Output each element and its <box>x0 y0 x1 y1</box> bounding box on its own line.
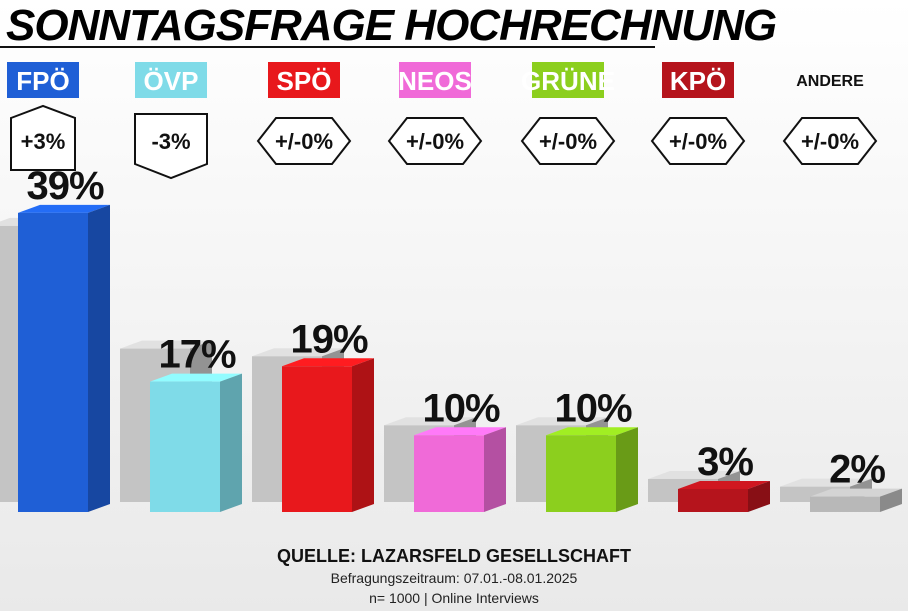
change-badge <box>134 113 208 180</box>
party-box <box>532 62 604 98</box>
change-badge <box>520 117 616 165</box>
bar-side <box>748 480 770 512</box>
previous-bar-top <box>648 470 740 479</box>
party-label: ANDERE <box>796 73 864 90</box>
value-label: 10% <box>422 386 499 430</box>
change-badge <box>387 117 483 165</box>
survey-period: Befragungszeitraum: 07.01.-08.01.2025 <box>331 570 578 586</box>
previous-bar-top <box>780 478 872 487</box>
value-label: 10% <box>554 386 631 430</box>
party-box <box>268 62 340 98</box>
bar <box>282 366 352 512</box>
bar-top <box>810 488 902 497</box>
value-label: 2% <box>829 448 885 492</box>
source: QUELLE: LAZARSFELD GESELLSCHAFT <box>277 546 631 566</box>
change-label: -3% <box>151 129 190 154</box>
party-label: KPÖ <box>670 66 726 96</box>
bar <box>150 381 220 512</box>
value-label: 17% <box>158 333 235 377</box>
value-label: 19% <box>290 317 367 361</box>
party-box <box>399 62 471 98</box>
change-badge <box>10 104 76 171</box>
bar-side <box>88 204 110 512</box>
sample: n= 1000 | Online Interviews <box>369 590 539 606</box>
change-label: +/-0% <box>669 129 727 154</box>
change-label: +3% <box>21 129 66 154</box>
bar-top <box>414 427 506 436</box>
previous-bar-top <box>384 417 476 426</box>
party-box <box>7 62 79 98</box>
party-label: GRÜNE <box>521 66 615 96</box>
bar-side <box>880 488 902 512</box>
change-label: +/-0% <box>539 129 597 154</box>
previous-bar-top <box>252 348 344 357</box>
bar-top <box>546 427 638 436</box>
value-label: 39% <box>26 164 103 208</box>
party-label: FPÖ <box>16 66 69 96</box>
party-box <box>135 62 207 98</box>
change-label: +/-0% <box>406 129 464 154</box>
change-badge <box>782 117 878 165</box>
bar <box>678 488 748 512</box>
bar-side <box>352 358 374 512</box>
bar-side <box>484 427 506 512</box>
bar <box>546 435 616 512</box>
bar-top <box>282 358 374 367</box>
party-box <box>662 62 734 98</box>
change-badge <box>650 117 746 165</box>
chart-title: SONNTAGSFRAGE HOCHRECHNUNG <box>6 1 776 50</box>
bar-side <box>616 427 638 512</box>
bar <box>414 435 484 512</box>
change-label: +/-0% <box>275 129 333 154</box>
bar-top <box>18 204 110 213</box>
bar-top <box>150 373 242 382</box>
party-label: ÖVP <box>144 66 199 96</box>
previous-bar-top <box>516 417 608 426</box>
bar-side <box>220 373 242 512</box>
bar <box>18 212 88 512</box>
bar-top <box>678 480 770 489</box>
change-badge <box>256 117 352 165</box>
value-label: 3% <box>697 440 753 484</box>
bar <box>810 496 880 512</box>
party-label: NEOS <box>398 66 472 96</box>
previous-bar-top <box>120 340 212 349</box>
party-label: SPÖ <box>277 66 332 96</box>
change-label: +/-0% <box>801 129 859 154</box>
